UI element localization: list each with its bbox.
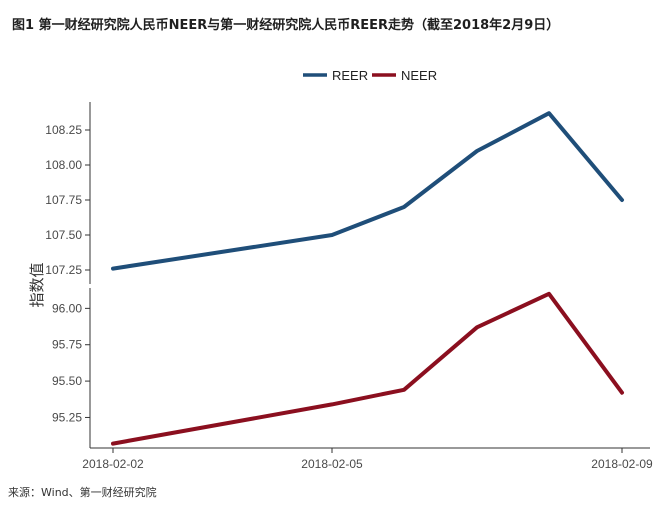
y-tick-label: 95.75: [52, 338, 82, 352]
y-tick-label: 95.25: [52, 410, 82, 424]
y-ticks: 107.25 107.50 107.75 108.00 108.25 95.25 95.50…: [45, 123, 90, 424]
source-note: 来源：Wind、第一财经研究院: [8, 486, 157, 499]
y-tick-label: 107.50: [45, 228, 82, 242]
x-tick-label: 2018-02-05: [301, 457, 363, 471]
legend-label-reer: REER: [332, 68, 368, 83]
series-line-reer: [111, 111, 624, 271]
y-tick-label: 95.50: [52, 374, 82, 388]
series-line-neer: [111, 291, 624, 446]
y-tick-label: 108.25: [45, 123, 82, 137]
y-tick-label: 108.00: [45, 158, 82, 172]
x-tick-label: 2018-02-02: [82, 457, 144, 471]
series: [111, 111, 624, 446]
chart-title: 图1 第一财经研究院人民币NEER与第一财经研究院人民币REER走势（截至201…: [12, 18, 560, 33]
y-tick-label: 96.00: [52, 301, 82, 315]
legend-label-neer: NEER: [401, 68, 437, 83]
y-tick-label: 107.25: [45, 263, 82, 277]
x-ticks: 2018-02-02 2018-02-05 2018-02-09: [82, 448, 653, 471]
x-tick-label: 2018-02-09: [591, 457, 653, 471]
y-tick-label: 107.75: [45, 193, 82, 207]
legend: REER NEER: [303, 68, 437, 83]
y-axis-title: 指数值: [28, 262, 46, 307]
